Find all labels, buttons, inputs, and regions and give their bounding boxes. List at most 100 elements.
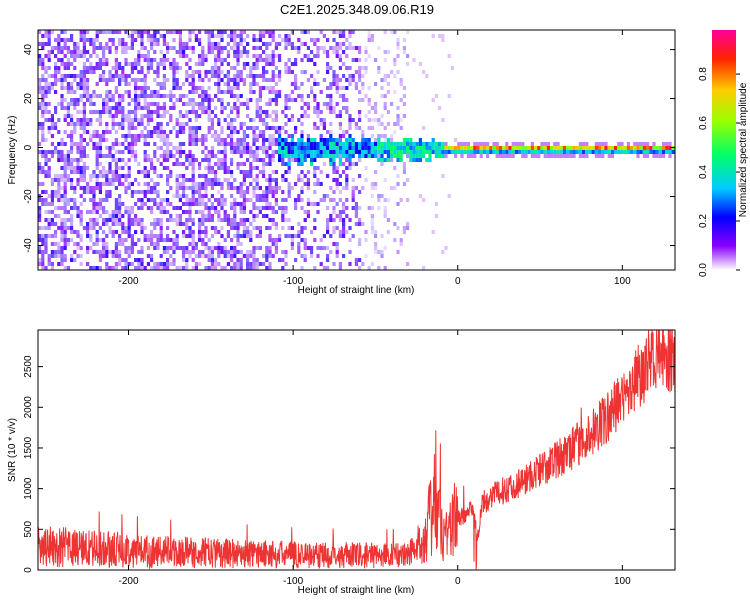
heatmap-cell [79,234,83,238]
heatmap-cell [185,258,189,262]
heatmap-cell [47,158,51,162]
heatmap-cell [41,110,45,114]
heatmap-cell [386,74,390,78]
heatmap-cell [198,94,202,98]
heatmap-cell [89,110,93,114]
heatmap-cell [345,130,349,134]
heatmap-cell [274,102,278,106]
heatmap-cell [95,118,99,122]
heatmap-cell [562,150,566,154]
heatmap-cell [198,210,202,214]
heatmap-cell [297,138,301,142]
heatmap-cell [124,186,128,190]
heatmap-cell [220,226,224,230]
heatmap-cell [284,250,288,254]
y-tick-label: 0 [23,567,34,573]
heatmap-cell [44,138,48,142]
heatmap-cell [214,246,218,250]
heatmap-cell [380,134,384,138]
heatmap-cell [156,110,160,114]
heatmap-cell [134,86,138,90]
heatmap-cell [95,174,99,178]
heatmap-cell [271,218,275,222]
heatmap-cell [41,258,45,262]
heatmap-cell [290,70,294,74]
heatmap-cell [364,46,368,50]
heatmap-cell [169,202,173,206]
heatmap-cell [370,38,374,42]
heatmap-cell [226,34,230,38]
heatmap-cell [127,210,131,214]
heatmap-cell [393,74,397,78]
heatmap-cell [332,166,336,170]
heatmap-cell [111,178,115,182]
heatmap-cell [239,206,243,210]
heatmap-cell [255,214,259,218]
heatmap-cell [76,102,80,106]
heatmap-cell [143,30,147,34]
heatmap-cell [98,214,102,218]
heatmap-cell [137,162,141,166]
heatmap-cell [329,106,333,110]
heatmap-cell [127,62,131,66]
heatmap-cell [329,186,333,190]
heatmap-cell [537,146,541,150]
heatmap-cell [236,190,240,194]
heatmap-cell [239,170,243,174]
heatmap-cell [239,162,243,166]
heatmap-cell [601,146,605,150]
heatmap-cell [358,158,362,162]
heatmap-cell [137,50,141,54]
heatmap-cell [284,170,288,174]
heatmap-cell [162,54,166,58]
heatmap-cell [127,226,131,230]
heatmap-cell [332,110,336,114]
heatmap-cell [422,142,426,146]
heatmap-cell [393,166,397,170]
heatmap-cell [348,82,352,86]
heatmap-cell [566,154,570,158]
heatmap-cell [294,158,298,162]
heatmap-cell [217,182,221,186]
heatmap-cell [118,38,122,42]
heatmap-cell [162,78,166,82]
heatmap-cell [137,78,141,82]
heatmap-cell [658,146,662,150]
heatmap-cell [335,102,339,106]
heatmap-cell [140,122,144,126]
heatmap-cell [98,46,102,50]
heatmap-cell [194,62,198,66]
heatmap-cell [220,98,224,102]
heatmap-cell [111,74,115,78]
heatmap-cell [313,98,317,102]
heatmap-cell [271,78,275,82]
heatmap-cell [335,226,339,230]
heatmap-cell [50,114,54,118]
heatmap-cell [146,134,150,138]
heatmap-cell [230,66,234,70]
heatmap-cell [335,250,339,254]
heatmap-cell [194,126,198,130]
heatmap-cell [50,50,54,54]
heatmap-cell [137,238,141,242]
heatmap-cell [79,202,83,206]
heatmap-cell [98,250,102,254]
heatmap-cell [223,214,227,218]
heatmap-cell [281,38,285,42]
heatmap-cell [76,54,80,58]
heatmap-cell [105,198,109,202]
heatmap-cell [354,210,358,214]
heatmap-cell [338,138,342,142]
heatmap-cell [233,234,237,238]
heatmap-cell [246,54,250,58]
heatmap-cell [566,146,570,150]
heatmap-cell [374,234,378,238]
heatmap-cell [281,174,285,178]
heatmap-cell [646,154,650,158]
heatmap-cell [482,150,486,154]
colorbar-ticks: 0.00.20.40.60.8 [698,67,740,277]
heatmap-cell [130,222,134,226]
heatmap-cell [114,202,118,206]
heatmap-cell [47,82,51,86]
heatmap-cell [166,250,170,254]
